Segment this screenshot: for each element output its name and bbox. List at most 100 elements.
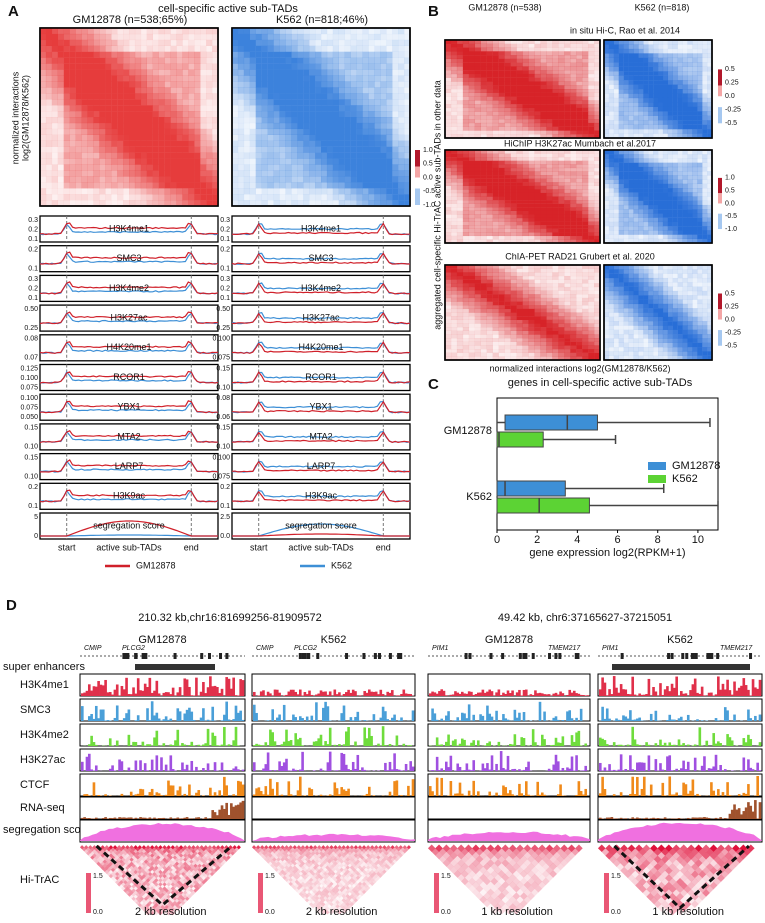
heatmap-cell — [392, 194, 398, 200]
heatmap-cell — [629, 163, 634, 167]
heatmap-cell — [697, 230, 702, 234]
heatmap-cell — [445, 334, 451, 338]
heatmap-cell — [481, 85, 487, 89]
heatmap-cell — [171, 111, 177, 117]
heatmap-cell — [451, 349, 457, 353]
heatmap-cell — [200, 147, 206, 153]
heatmap-cell — [540, 232, 546, 236]
heatmap-cell — [511, 70, 517, 74]
heatmap-cell — [279, 81, 285, 87]
heatmap-cell — [380, 64, 386, 70]
heatmap-cell — [206, 70, 212, 76]
heatmap-cell — [614, 222, 619, 226]
heatmap-cell — [82, 117, 88, 123]
heatmap-cell — [303, 182, 309, 188]
heatmap-cell — [517, 272, 523, 276]
heatmap-cell — [398, 141, 404, 147]
heatmap-cell — [262, 129, 268, 135]
heatmap-cell — [619, 71, 624, 76]
heatmap-cell — [141, 58, 147, 64]
heatmap-cell — [564, 78, 570, 82]
heatmap-cell — [147, 70, 153, 76]
heatmap-cell — [614, 102, 619, 107]
heatmap-cell — [327, 129, 333, 135]
heatmap-cell — [380, 58, 386, 64]
heatmap-cell — [534, 48, 540, 52]
heatmap-cell — [345, 28, 351, 34]
heatmap-cell — [392, 52, 398, 58]
heatmap-cell — [558, 93, 564, 97]
heatmap-cell — [351, 93, 357, 99]
heatmap-cell — [517, 81, 523, 85]
heatmap-cell — [624, 116, 629, 121]
heatmap-cell — [668, 226, 673, 230]
heatmap-cell — [327, 170, 333, 176]
heatmap-cell — [232, 40, 238, 46]
heatmap-cell — [194, 105, 200, 111]
heatmap-cell — [528, 78, 534, 82]
heatmap-cell — [274, 147, 280, 153]
heatmap-cell — [499, 302, 505, 306]
heatmap-cell — [648, 93, 653, 98]
heatmap-cell — [232, 52, 238, 58]
heatmap-cell — [564, 189, 570, 193]
heatmap-cell — [633, 213, 638, 217]
heatmap-cell — [614, 226, 619, 230]
heatmap-cell — [493, 66, 499, 70]
heatmap-cell — [619, 85, 624, 90]
heatmap-cell — [687, 129, 692, 134]
heatmap-cell — [457, 200, 463, 204]
heatmap-cell — [153, 153, 159, 159]
heatmap-cell — [463, 338, 469, 342]
heatmap-cell — [357, 58, 363, 64]
heatmap-cell — [582, 74, 588, 78]
heatmap-cell — [285, 176, 291, 182]
heatmap-cell — [200, 164, 206, 170]
heatmap-cell — [614, 80, 619, 85]
heatmap-cell — [135, 182, 141, 188]
heatmap-cell — [604, 125, 609, 130]
heatmap-cell — [141, 34, 147, 40]
heatmap-cell — [570, 232, 576, 236]
heatmap-cell — [638, 192, 643, 196]
heatmap-cell — [668, 58, 673, 63]
heatmap-cell — [333, 75, 339, 81]
heatmap-cell — [511, 119, 517, 123]
heatmap-cell — [285, 40, 291, 46]
heatmap-cell — [457, 302, 463, 306]
heatmap-cell — [392, 75, 398, 81]
heatmap-cell — [697, 171, 702, 175]
heatmap-cell — [552, 97, 558, 101]
heatmap-cell — [445, 48, 451, 52]
heatmap-cell — [570, 316, 576, 320]
heatmap-cell — [687, 184, 692, 188]
heatmap-cell — [576, 104, 582, 108]
heatmap-cell — [469, 229, 475, 233]
heatmap-cell — [64, 58, 70, 64]
heatmap-cell — [46, 117, 52, 123]
heatmap-cell — [702, 116, 707, 121]
heatmap-cell — [297, 188, 303, 194]
heatmap-cell — [171, 52, 177, 58]
heatmap-cell — [487, 182, 493, 186]
heatmap-cell — [697, 44, 702, 49]
heatmap-cell — [52, 194, 58, 200]
heatmap-cell — [702, 163, 707, 167]
heatmap-cell — [540, 81, 546, 85]
heatmap-cell — [678, 184, 683, 188]
heatmap-cell — [256, 147, 262, 153]
heatmap-cell — [511, 115, 517, 119]
heatmap-cell — [70, 46, 76, 52]
heatmap-cell — [534, 112, 540, 116]
heatmap-cell — [517, 218, 523, 222]
heatmap-cell — [528, 112, 534, 116]
heatmap-cell — [351, 111, 357, 117]
heatmap-cell — [683, 98, 688, 103]
heatmap-cell — [40, 123, 46, 129]
heatmap-cell — [552, 345, 558, 349]
heatmap-cell — [279, 170, 285, 176]
heatmap-cell — [345, 99, 351, 105]
heatmap-cell — [87, 87, 93, 93]
heatmap-cell — [683, 175, 688, 179]
heatmap-cell — [505, 51, 511, 55]
